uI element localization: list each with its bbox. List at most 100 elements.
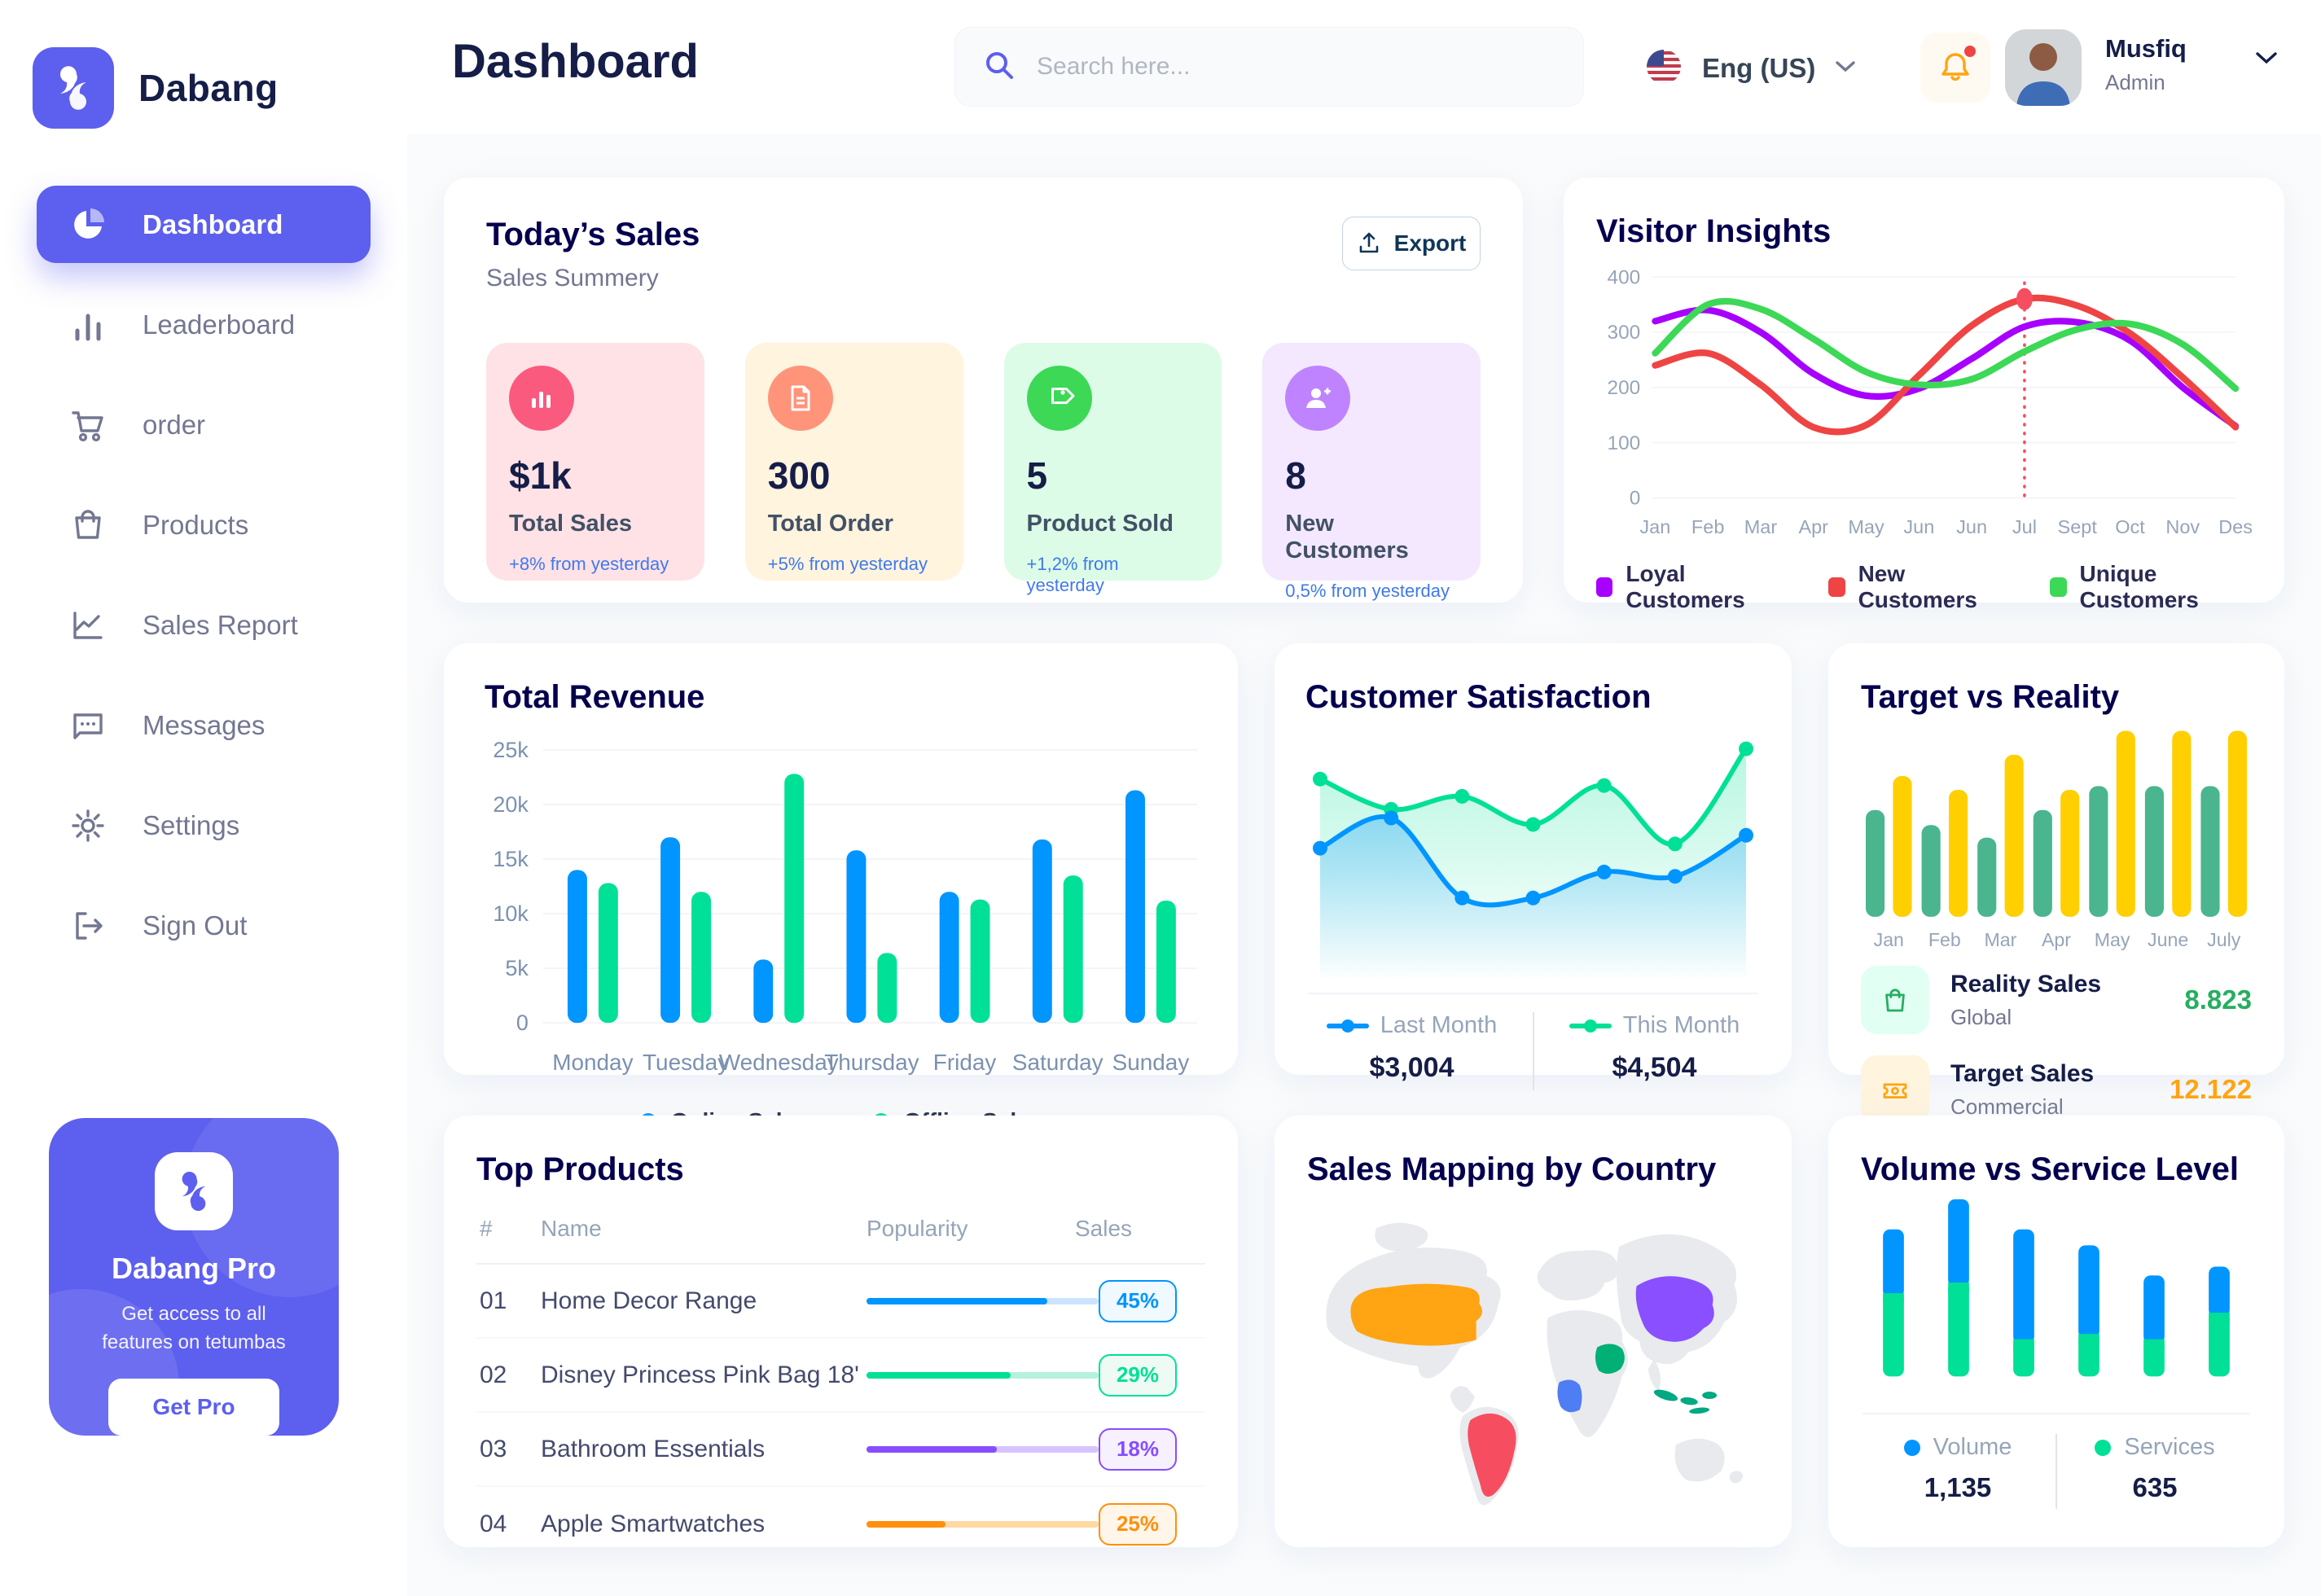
gear-icon [68,805,108,846]
sidebar-item-settings[interactable]: Settings [37,787,371,864]
sidebar-item-dashboard[interactable]: Dashboard [37,186,371,263]
search-input[interactable] [1037,53,1555,81]
stat-card-total-sales: $1k Total Sales +8% from yesterday [486,343,704,581]
stat-delta: +5% from yesterday [767,554,928,574]
svg-text:Sunday: Sunday [1112,1050,1190,1075]
legend-label: Volume [1933,1434,2012,1461]
get-pro-button[interactable]: Get Pro [108,1378,279,1436]
sidebar-item-products[interactable]: Products [37,486,371,563]
table-row: 02 Disney Princess Pink Bag 18' 29% [476,1339,1205,1413]
export-icon [1359,232,1378,253]
brand-name: Dabang [138,67,279,109]
us-flag-icon [1645,48,1683,90]
cart-icon [68,405,108,445]
volume-service-title: Volume vs Service Level [1861,1151,2239,1187]
legend-title: Reality Sales [1950,970,2102,998]
language-selector[interactable]: Eng (US) [1645,36,1856,101]
svg-text:Jul: Jul [2012,516,2037,537]
volume-service-chart [1861,1188,2252,1401]
user-plus-icon [1285,366,1351,431]
sidebar-item-label: Settings [143,809,240,840]
table-row: 03 Bathroom Essentials 18% [476,1413,1205,1487]
svg-text:Apr: Apr [2042,929,2071,950]
target-vs-reality-chart: Jan Feb Mar Apr May June July [1861,716,2252,962]
table-row: 01 Home Decor Range 45% [476,1265,1205,1339]
customer-satisfaction-chart [1305,716,1761,988]
svg-text:Feb: Feb [1691,516,1725,537]
sidebar-item-label: Messages [143,709,265,740]
sales-badge: 29% [1099,1353,1177,1396]
stat-card-total-order: 300 Total Order +5% from yesterday [744,343,963,581]
sidebar: Dabang Dashboard Leaderboard [0,0,407,1596]
page-title: Dashboard [452,35,699,88]
popularity-bar [867,1445,1099,1453]
todays-sales-title: Today’s Sales [486,217,700,252]
svg-text:25k: 25k [493,738,529,762]
legend-dot [2095,1439,2112,1456]
main-content: Today’s Sales Sales Summery Export $1k T [407,134,2321,1596]
svg-text:5k: 5k [505,956,529,980]
search-bar [954,27,1584,107]
svg-text:20k: 20k [493,792,529,817]
target-vs-reality-legend: Reality Sales Global 8.823 Target Sales … [1861,966,2252,1125]
legend-value: 635 [2132,1472,2178,1503]
sidebar-item-label: Sales Report [143,609,298,640]
svg-text:400: 400 [1608,266,1641,288]
svg-text:200: 200 [1608,377,1641,399]
todays-sales-subtitle: Sales Summery [486,265,659,292]
total-revenue-card: Total Revenue 0 5k 10k 15k 20k 25k Monday Tuesd… [444,643,1238,1133]
bag-icon [1861,966,1929,1035]
svg-text:Oct: Oct [2115,516,2145,537]
sidebar-item-sign-out[interactable]: Sign Out [37,887,371,964]
svg-text:June: June [2148,929,2188,950]
legend-label: New Customers [1858,561,1977,613]
legend-value: 12.122 [2170,1074,2252,1105]
svg-text:Sept: Sept [2058,516,2098,537]
svg-text:Feb: Feb [1928,929,1961,950]
svg-text:Wednesday: Wednesday [719,1050,839,1075]
profile-chevron-down-icon[interactable] [2254,50,2279,69]
stat-card-product-sold: 5 Product Sold +1,2% from yesterday [1003,343,1222,595]
stat-label: Product Sold [1026,511,1174,537]
svg-text:Jun: Jun [1956,516,1987,537]
legend-subtitle: Commercial [1950,1094,2064,1119]
sidebar-item-sales-report[interactable]: Sales Report [37,586,371,664]
sidebar-item-leaderboard[interactable]: Leaderboard [37,286,371,363]
export-button[interactable]: Export [1342,217,1481,270]
svg-text:Jun: Jun [1903,516,1934,537]
volume-service-card: Volume vs Service Level Volume 1,135 Ser… [1828,1116,2284,1547]
world-map [1307,1204,1759,1529]
visitor-insights-title: Visitor Insights [1596,213,1832,249]
stat-value: 5 [1026,454,1048,497]
notifications-button[interactable] [1920,33,1990,103]
svg-text:0: 0 [516,1011,529,1035]
visitor-insights-card: Visitor Insights 0 100 200 300 400 Jan Feb Mar A… [1564,178,2284,612]
bar-chart-icon [68,305,108,345]
country-united-states [1350,1283,1482,1346]
sales-mapping-title: Sales Mapping by Country [1307,1151,1717,1187]
country-indonesia [1653,1389,1718,1414]
sidebar-item-order[interactable]: order [37,386,371,463]
user-meta: Musfiq Admin [2105,34,2187,95]
total-revenue-chart: 0 5k 10k 15k 20k 25k Monday Tuesday Wednesday Thu… [473,716,1209,1108]
message-icon [68,705,108,746]
legend-dot [1903,1439,1920,1456]
avatar[interactable] [2005,29,2082,106]
svg-text:Thursday: Thursday [824,1050,919,1075]
search-icon [983,49,1016,86]
svg-text:0: 0 [1630,488,1641,510]
legend-label: This Month [1622,1012,1740,1039]
target-vs-reality-card: Target vs Reality Jan Feb Mar Apr May June Jul… [1828,643,2284,1125]
sidebar-item-label: Leaderboard [143,309,296,340]
svg-text:Jan: Jan [1874,929,1904,950]
sidebar-item-messages[interactable]: Messages [37,686,371,764]
svg-text:Mar: Mar [1744,516,1778,537]
ticket-icon [1861,1055,1929,1125]
legend-value: 8.823 [2184,984,2252,1015]
legend-label: Loyal Customers [1626,561,1745,613]
country-brazil [1468,1413,1516,1497]
bag-icon [68,505,108,546]
stat-delta: 0,5% from yesterday [1285,581,1450,601]
popularity-bar [867,1297,1099,1304]
